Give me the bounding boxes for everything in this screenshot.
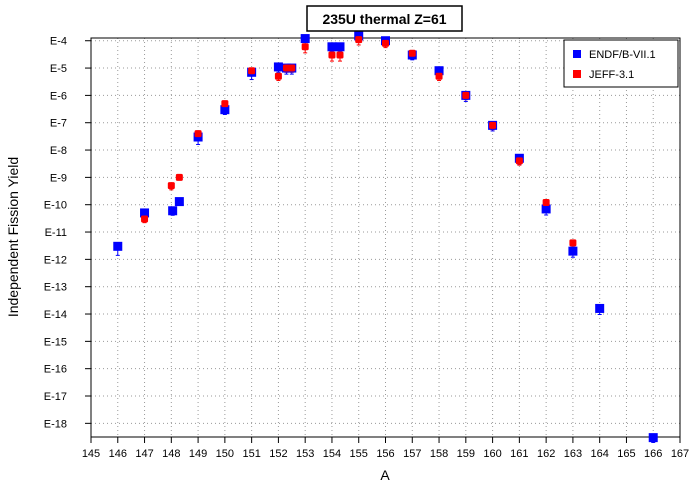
y-tick-label: E-13 — [44, 282, 67, 294]
y-tick-label: E-14 — [44, 309, 67, 321]
x-axis-ticks: 145 146 147 148 149 150 151 152 153 154 155 156 157 1… — [82, 437, 689, 460]
y-tick-label: E-8 — [50, 145, 67, 157]
x-tick-label: 161 — [510, 448, 528, 460]
legend-marker-jeff — [573, 70, 581, 78]
x-tick-label: 150 — [216, 448, 234, 460]
x-tick-label: 147 — [135, 448, 153, 460]
endf-point — [335, 42, 345, 52]
jeff-point — [301, 43, 309, 51]
jeff-point — [194, 130, 202, 138]
x-tick-label: 154 — [323, 448, 341, 460]
y-axis-title: Independent Fission Yield — [5, 157, 21, 317]
endf-point — [541, 204, 551, 214]
endf-point — [327, 42, 337, 52]
jeff-point — [489, 121, 497, 129]
x-axis-title: A — [380, 467, 390, 483]
y-tick-label: E-16 — [44, 364, 67, 376]
x-tick-label: 160 — [483, 448, 501, 460]
y-tick-label: E-10 — [44, 200, 67, 212]
x-tick-label: 151 — [242, 448, 260, 460]
jeff-point — [336, 51, 344, 59]
endf-point — [300, 34, 310, 44]
x-tick-label: 148 — [162, 448, 180, 460]
x-tick-label: 166 — [644, 448, 662, 460]
endf-point — [354, 31, 364, 41]
endf-point — [568, 246, 578, 256]
jeff-point — [382, 39, 389, 47]
chart-title: 235U thermal Z=61 — [322, 11, 446, 27]
x-tick-label: 149 — [189, 448, 207, 460]
x-tick-label: 159 — [457, 448, 475, 460]
legend-label-jeff: JEFF-3.1 — [589, 69, 634, 81]
x-tick-label: 163 — [564, 448, 582, 460]
endf-point — [273, 62, 283, 72]
y-tick-label: E-17 — [44, 391, 67, 403]
jeff-point — [288, 64, 296, 72]
x-tick-label: 157 — [403, 448, 421, 460]
jeff-point — [248, 67, 256, 75]
jeff-point — [542, 199, 550, 207]
x-tick-label: 165 — [617, 448, 635, 460]
jeff-point — [435, 72, 443, 80]
jeff-point — [328, 51, 336, 59]
endf-point — [174, 197, 184, 207]
legend-marker-endf — [573, 50, 581, 58]
chart-title-box: 235U thermal Z=61 — [306, 5, 463, 32]
jeff-point — [221, 100, 229, 108]
x-tick-label: 152 — [269, 448, 287, 460]
grid-lines — [91, 38, 680, 437]
endf-point — [648, 433, 658, 443]
jeff-point — [408, 49, 416, 57]
jeff-point — [141, 215, 149, 223]
y-tick-label: E-6 — [50, 90, 67, 102]
y-tick-label: E-12 — [44, 254, 67, 266]
jeff-point — [569, 239, 577, 247]
endf-point — [140, 208, 150, 218]
y-tick-label: E-7 — [50, 118, 67, 130]
x-tick-label: 156 — [376, 448, 394, 460]
x-tick-label: 145 — [82, 448, 100, 460]
jeff-point — [274, 72, 282, 80]
x-tick-label: 153 — [296, 448, 314, 460]
x-tick-label: 167 — [671, 448, 689, 460]
x-tick-label: 146 — [109, 448, 127, 460]
endf-point — [595, 303, 605, 313]
data-marks — [113, 31, 658, 443]
y-tick-label: E-4 — [50, 36, 67, 48]
endf-point — [434, 66, 444, 76]
y-tick-label: E-11 — [45, 227, 67, 239]
x-tick-label: 155 — [350, 448, 368, 460]
y-tick-label: E-9 — [50, 172, 67, 184]
legend-label-endf: ENDF/B-VII.1 — [589, 49, 656, 61]
jeff-point — [462, 91, 470, 99]
jeff-point — [175, 173, 183, 181]
jeff-point — [282, 64, 290, 72]
jeff-point — [167, 182, 175, 190]
x-tick-label: 164 — [591, 448, 609, 460]
jeff-point — [355, 36, 363, 44]
endf-point — [113, 241, 123, 251]
y-axis-ticks: E-4 E-5 E-6 E-7 E-8 E-9 E-10 E-11 E-12 E-13 E-14 E-… — [44, 36, 91, 430]
endf-point — [220, 105, 230, 115]
legend: ENDF/B-VII.1 JEFF-3.1 — [563, 39, 679, 88]
y-tick-label: E-5 — [50, 63, 67, 75]
endf-point — [168, 206, 178, 216]
y-tick-label: E-15 — [44, 336, 67, 348]
x-tick-label: 162 — [537, 448, 555, 460]
y-tick-label: E-18 — [44, 418, 67, 430]
jeff-point — [515, 157, 523, 165]
x-tick-label: 158 — [430, 448, 448, 460]
